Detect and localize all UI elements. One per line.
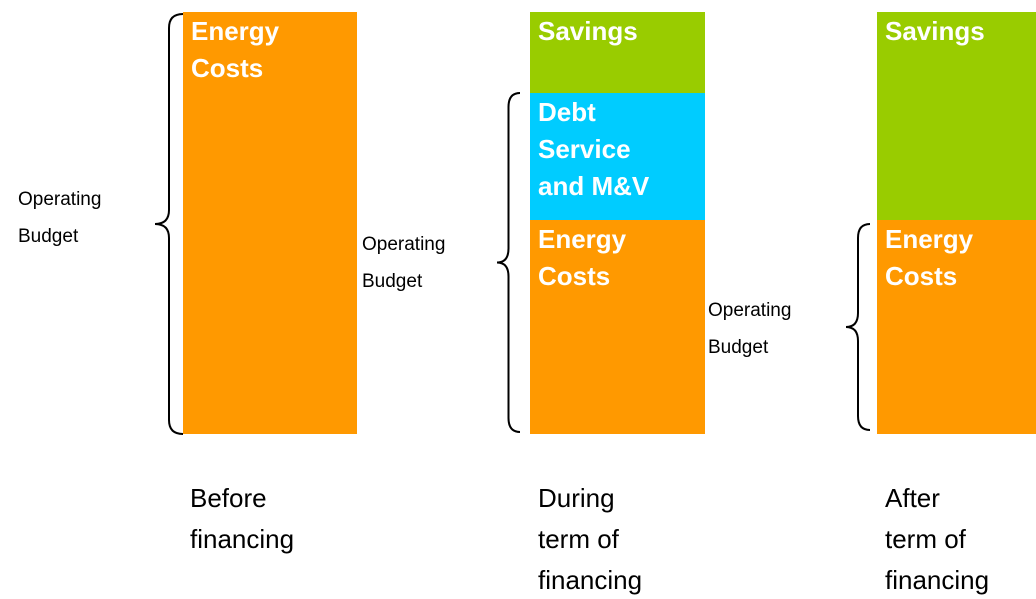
- column-caption: Before: [190, 483, 267, 513]
- segment-label: Costs: [191, 53, 263, 83]
- column-caption: term of: [538, 524, 620, 554]
- budget-label: Operating: [18, 189, 101, 210]
- segment-label: and M&V: [538, 171, 650, 201]
- column-caption: After: [885, 483, 940, 513]
- segment-label: Service: [538, 134, 631, 164]
- column-caption: During: [538, 483, 615, 513]
- segment-label: Debt: [538, 97, 596, 127]
- column-caption: financing: [538, 565, 642, 595]
- segment-label: Costs: [885, 261, 957, 291]
- budget-label: Budget: [362, 271, 423, 292]
- segment: [530, 12, 705, 93]
- brace: [496, 92, 521, 433]
- segment: [530, 93, 705, 220]
- budget-label: Budget: [18, 226, 79, 247]
- brace: [154, 13, 184, 435]
- segment-label: Energy: [538, 224, 627, 254]
- segment-label: Energy: [191, 16, 280, 46]
- budget-label: Operating: [362, 234, 445, 255]
- segment: [183, 12, 357, 434]
- budget-label: Budget: [708, 337, 769, 358]
- column-caption: financing: [190, 524, 294, 554]
- segment: [877, 220, 1036, 434]
- segment-label: Energy: [885, 224, 974, 254]
- segment: [530, 220, 705, 434]
- budget-label: Operating: [708, 300, 791, 321]
- segment: [877, 12, 1036, 220]
- column-caption: financing: [885, 565, 989, 595]
- segment-label: Costs: [538, 261, 610, 291]
- brace: [845, 223, 871, 431]
- segment-label: Savings: [538, 16, 638, 46]
- column-caption: term of: [885, 524, 967, 554]
- segment-label: Savings: [885, 16, 985, 46]
